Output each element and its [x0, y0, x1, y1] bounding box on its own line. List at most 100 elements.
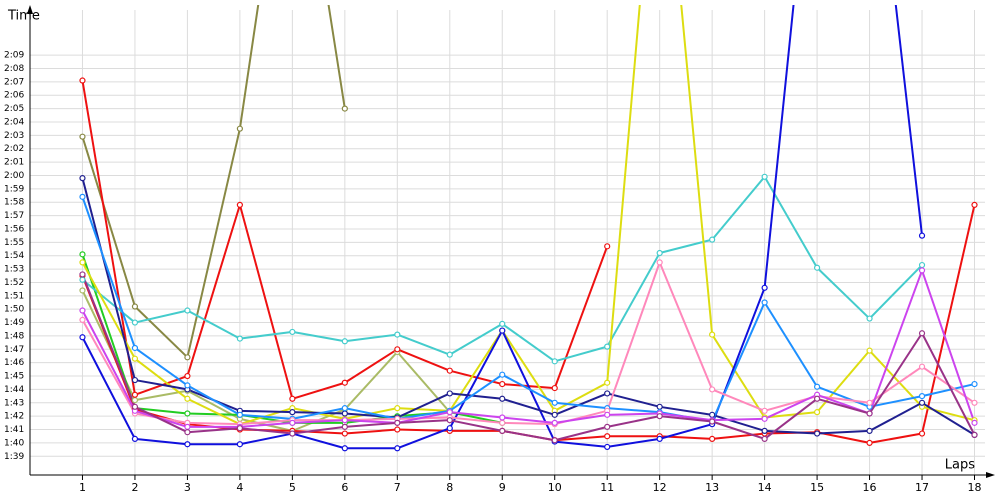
data-point: [289, 328, 296, 336]
x-tick-label: 10: [548, 481, 562, 494]
y-tick-label: 2:05: [4, 104, 24, 114]
y-axis-title: Time: [7, 9, 40, 24]
data-point: [341, 430, 348, 437]
data-point: [918, 399, 926, 406]
data-point: [551, 437, 558, 444]
data-point: [394, 419, 401, 426]
data-point: [131, 435, 139, 442]
y-tick-label: 1:52: [4, 278, 24, 288]
y-tick-label: 2:03: [4, 131, 24, 141]
data-point: [394, 426, 401, 433]
y-tick-label: 1:57: [4, 211, 24, 221]
y-tick-label: 2:08: [4, 64, 24, 74]
y-tick-label: 1:41: [4, 425, 24, 435]
y-tick-label: 1:50: [4, 305, 24, 315]
data-point: [761, 284, 768, 291]
data-point: [499, 371, 506, 378]
y-tick-label: 2:04: [4, 117, 24, 127]
data-point: [971, 201, 978, 208]
data-point: [131, 391, 139, 398]
data-point: [341, 379, 348, 386]
data-point: [604, 411, 611, 418]
data-point: [499, 395, 506, 402]
data-point: [971, 431, 978, 438]
data-point: [551, 358, 558, 365]
data-point: [446, 390, 453, 397]
data-point: [79, 271, 86, 278]
data-point: [813, 264, 821, 271]
x-tick-label: 11: [600, 481, 614, 494]
data-point: [499, 327, 506, 334]
x-tick-label: 2: [131, 481, 138, 494]
x-tick-label: 5: [289, 481, 296, 494]
data-point: [446, 367, 453, 374]
data-point: [341, 410, 348, 417]
data-point: [289, 419, 296, 426]
y-tick-label: 1:49: [4, 318, 24, 328]
x-tick-label: 3: [184, 481, 191, 494]
y-tick-label: 2:00: [4, 171, 24, 181]
y-tick-label: 1:39: [4, 452, 24, 462]
x-tick-label: 9: [499, 481, 506, 494]
y-tick-label: 1:58: [4, 198, 24, 208]
y-tick-label: 2:07: [4, 77, 24, 87]
x-tick-label: 1: [79, 481, 86, 494]
data-point: [131, 319, 139, 326]
data-point: [79, 307, 86, 314]
data-point: [79, 193, 86, 200]
data-point: [709, 236, 716, 243]
y-tick-label: 1:43: [4, 398, 24, 408]
y-tick-label: 1:55: [4, 238, 24, 248]
data-point: [604, 423, 611, 430]
data-point: [446, 409, 453, 416]
data-point: [341, 445, 348, 452]
data-point: [918, 393, 926, 400]
data-point: [184, 410, 191, 417]
data-point: [761, 435, 768, 442]
x-tick-label: 13: [705, 481, 719, 494]
data-point: [499, 380, 506, 388]
data-point: [184, 429, 191, 436]
data-point: [79, 133, 86, 140]
data-point: [656, 249, 663, 257]
data-point: [813, 409, 821, 416]
data-point: [866, 439, 873, 447]
data-point: [236, 411, 243, 418]
x-axis-title: Laps: [945, 458, 975, 473]
data-point: [971, 380, 978, 388]
data-point: [79, 251, 86, 258]
series-line: [81, 274, 976, 442]
data-point: [394, 445, 401, 452]
x-tick-label: 17: [915, 481, 929, 494]
data-point: [918, 363, 926, 370]
data-point: [131, 344, 139, 352]
data-point: [289, 409, 296, 416]
data-point: [918, 330, 926, 337]
data-point: [604, 433, 611, 440]
data-point: [184, 307, 191, 314]
data-point: [971, 399, 978, 406]
data-point: [866, 347, 873, 354]
data-point: [184, 382, 191, 389]
x-tick-label: 15: [810, 481, 824, 494]
data-point: [604, 390, 611, 397]
data-point: [236, 425, 243, 432]
data-point: [866, 427, 873, 434]
y-tick-label: 1:44: [4, 385, 24, 395]
data-point: [341, 405, 348, 412]
data-point: [709, 411, 716, 418]
data-point: [184, 354, 191, 361]
data-point: [761, 427, 768, 434]
data-point: [971, 419, 978, 426]
data-point: [551, 399, 558, 406]
data-point: [446, 351, 453, 358]
series-group: [79, 5, 978, 452]
data-point: [394, 405, 401, 412]
y-tick-label: 2:02: [4, 144, 24, 154]
data-point: [394, 346, 401, 353]
y-tick-label: 1:59: [4, 184, 24, 194]
data-point: [761, 299, 768, 306]
data-point: [236, 335, 243, 342]
y-tick-label: 2:09: [4, 51, 24, 61]
